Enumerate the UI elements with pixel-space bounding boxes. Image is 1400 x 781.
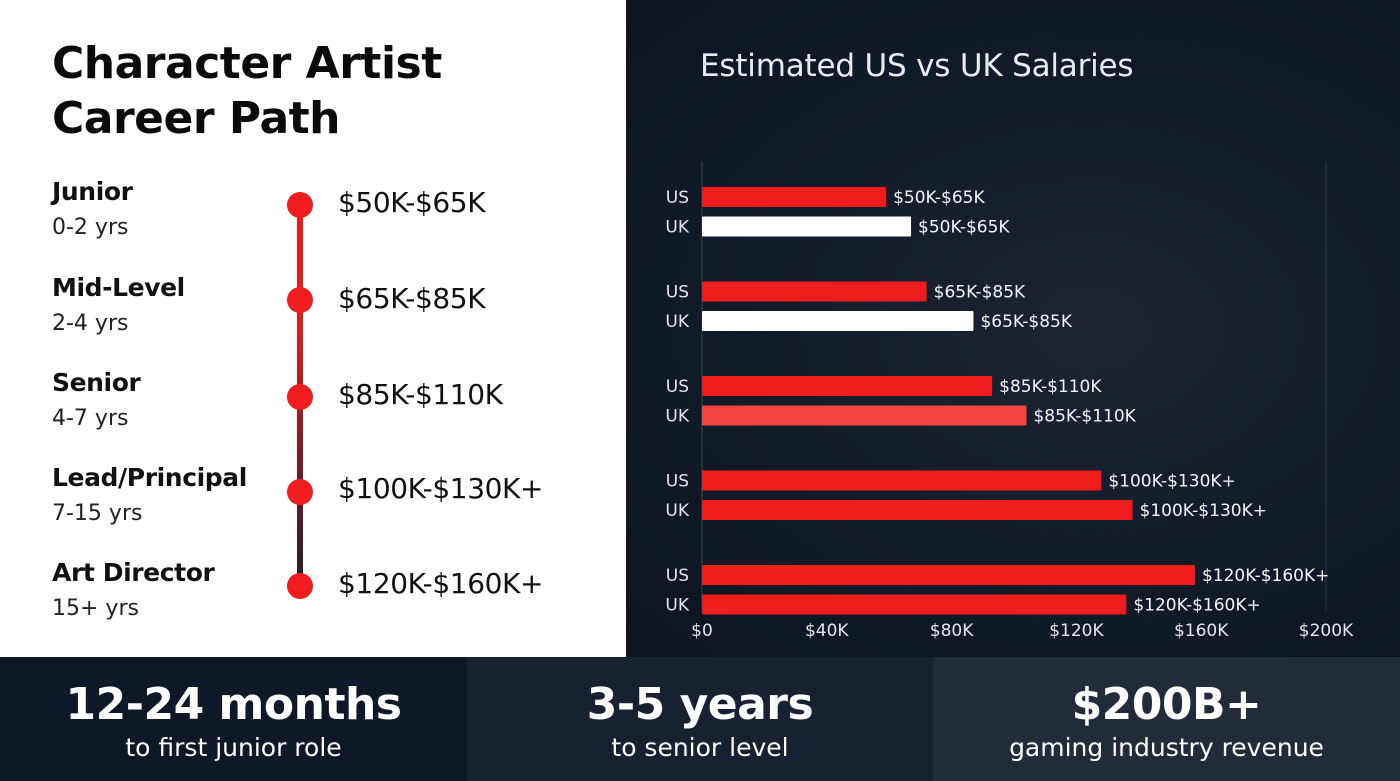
country-label: UK — [665, 501, 689, 521]
x-tick-label: $0 — [691, 621, 713, 641]
stat-industry-revenue: $200B+ gaming industry revenue — [933, 657, 1400, 781]
level-name-senior: Senior — [52, 368, 141, 397]
salary-range-junior: $50K-$65K — [338, 186, 486, 219]
country-label: US — [666, 188, 689, 208]
data-label: $50K-$65K — [893, 188, 985, 208]
salary-range-senior: $85K-$110K — [338, 378, 503, 411]
bar-uk-0 — [702, 216, 912, 237]
stat-value: 12-24 months — [65, 679, 403, 730]
x-tick-label: $160K — [1174, 621, 1229, 641]
bar-us-4 — [702, 565, 1195, 585]
page-title-line-1: Character Artist — [52, 38, 442, 89]
data-label: $100K-$130K+ — [1140, 501, 1267, 521]
x-tick-label: $120K — [1049, 621, 1104, 641]
country-label: UK — [665, 312, 689, 332]
bar-us-1 — [702, 281, 927, 302]
country-label: US — [666, 377, 689, 397]
bar-us-2 — [702, 376, 993, 396]
data-label: $120K-$160K+ — [1202, 566, 1329, 586]
level-years-lead-principal: 7-15 yrs — [52, 501, 143, 526]
level-years-mid-level: 2-4 yrs — [52, 311, 129, 336]
stats-footer: 12-24 months to first junior role 3-5 ye… — [0, 657, 1400, 781]
timeline-dot-mid-level — [287, 287, 313, 313]
data-label: $65K-$85K — [980, 312, 1072, 332]
stat-value: $200B+ — [1071, 679, 1262, 730]
country-label: US — [666, 283, 689, 303]
data-label: $50K-$65K — [918, 218, 1010, 238]
timeline-dot-lead-principal — [287, 479, 313, 505]
data-label: $85K-$110K — [999, 377, 1102, 397]
data-label: $85K-$110K — [1033, 407, 1136, 427]
country-label: US — [666, 472, 689, 492]
timeline-dot-senior — [287, 384, 313, 410]
data-label: $65K-$85K — [934, 283, 1026, 303]
stat-label: to senior level — [611, 733, 789, 762]
stat-value: 3-5 years — [586, 679, 814, 730]
bar-uk-2 — [702, 405, 1027, 426]
x-tick-label: $200K — [1299, 621, 1354, 641]
chart-title: Estimated US vs UK Salaries — [700, 48, 1134, 84]
timeline-dot-art-director — [287, 573, 313, 599]
level-years-senior: 4-7 yrs — [52, 406, 129, 431]
bar-uk-4 — [702, 594, 1127, 615]
salary-bar-chart: US $50K-$65K UK $50K-$65K US $65K-$85K UK $65K-… — [665, 162, 1354, 641]
bar-uk-3 — [702, 500, 1133, 520]
salary-range-mid-level: $65K-$85K — [338, 282, 486, 315]
level-name-lead-principal: Lead/Principal — [52, 463, 247, 492]
level-years-art-director: 15+ yrs — [52, 596, 139, 621]
salary-range-art-director: $120K-$160K+ — [338, 567, 544, 600]
data-label: $120K-$160K+ — [1133, 596, 1260, 616]
country-label: UK — [665, 218, 689, 238]
timeline-dot-junior — [287, 192, 313, 218]
stat-time-to-junior: 12-24 months to first junior role — [0, 657, 467, 781]
stat-label: to first junior role — [125, 733, 342, 762]
salary-range-lead-principal: $100K-$130K+ — [338, 472, 544, 505]
level-years-junior: 0-2 yrs — [52, 215, 129, 240]
bar-us-3 — [702, 470, 1102, 491]
level-name-mid-level: Mid-Level — [52, 273, 185, 302]
country-label: US — [666, 566, 689, 586]
country-label: UK — [665, 407, 689, 427]
bar-us-0 — [702, 187, 887, 207]
bar-uk-1 — [702, 311, 974, 331]
page-title: Character Artist Career Path — [52, 36, 612, 146]
stat-time-to-senior: 3-5 years to senior level — [467, 657, 933, 781]
stat-label: gaming industry revenue — [1009, 733, 1324, 762]
level-name-art-director: Art Director — [52, 558, 215, 587]
career-path-panel: Character Artist Career Path Junior 0-2 … — [0, 0, 626, 657]
x-tick-label: $80K — [930, 621, 974, 641]
page-title-line-2: Career Path — [52, 93, 341, 144]
x-tick-label: $40K — [805, 621, 849, 641]
data-label: $100K-$130K+ — [1108, 472, 1235, 492]
country-label: UK — [665, 596, 689, 616]
level-name-junior: Junior — [52, 177, 133, 206]
